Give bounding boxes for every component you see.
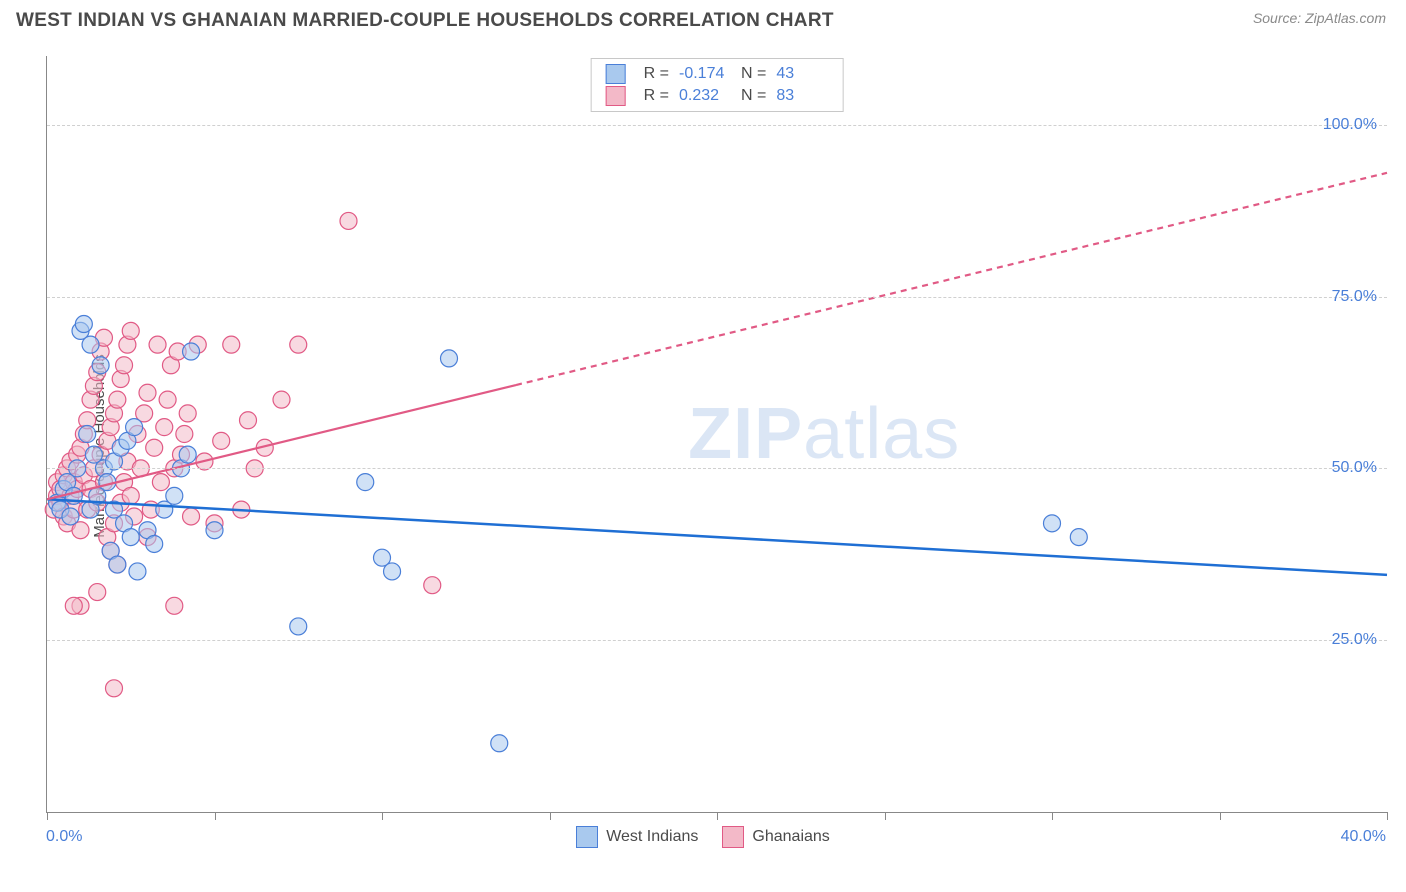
scatter-point (1070, 529, 1087, 546)
scatter-point (176, 426, 193, 443)
chart-svg (47, 56, 1387, 812)
source-attribution: Source: ZipAtlas.com (1253, 10, 1386, 26)
scatter-point (491, 735, 508, 752)
scatter-point (122, 487, 139, 504)
scatter-point (183, 343, 200, 360)
stat-n-value: 43 (776, 65, 828, 83)
x-tick (1220, 812, 1221, 820)
correlation-stats-box: R = -0.174 N = 43 R = 0.232 N = 83 (591, 58, 844, 112)
legend-swatch (606, 86, 626, 106)
stat-n-label: N = (741, 87, 766, 105)
x-tick (717, 812, 718, 820)
scatter-point (146, 535, 163, 552)
scatter-point (106, 680, 123, 697)
legend-swatch (606, 64, 626, 84)
legend-item: Ghanaians (722, 826, 829, 848)
scatter-point (139, 384, 156, 401)
legend-item: West Indians (576, 826, 698, 848)
scatter-point (149, 336, 166, 353)
scatter-point (290, 618, 307, 635)
stat-r-value: 0.232 (679, 87, 731, 105)
bottom-legend: West Indians Ghanaians (0, 826, 1406, 853)
x-tick (1387, 812, 1388, 820)
scatter-point (159, 391, 176, 408)
scatter-point (179, 405, 196, 422)
chart-title: WEST INDIAN VS GHANAIAN MARRIED-COUPLE H… (16, 10, 834, 32)
legend-swatch (576, 826, 598, 848)
scatter-point (126, 419, 143, 436)
scatter-point (290, 336, 307, 353)
gridline (47, 640, 1387, 641)
regression-line-solid (47, 499, 1387, 575)
scatter-point (79, 426, 96, 443)
scatter-point (122, 529, 139, 546)
scatter-point (122, 322, 139, 339)
y-tick-label: 50.0% (1332, 459, 1377, 477)
scatter-point (206, 522, 223, 539)
stat-row: R = -0.174 N = 43 (606, 63, 829, 85)
stat-r-label: R = (644, 65, 669, 83)
scatter-point (179, 446, 196, 463)
header: WEST INDIAN VS GHANAIAN MARRIED-COUPLE H… (0, 0, 1406, 32)
scatter-point (166, 487, 183, 504)
scatter-point (109, 391, 126, 408)
stat-r-label: R = (644, 87, 669, 105)
scatter-point (1044, 515, 1061, 532)
scatter-point (441, 350, 458, 367)
scatter-point (273, 391, 290, 408)
x-tick (885, 812, 886, 820)
scatter-point (240, 412, 257, 429)
scatter-point (109, 556, 126, 573)
legend-label: Ghanaians (752, 828, 829, 846)
y-tick-label: 100.0% (1323, 116, 1377, 134)
scatter-point (357, 474, 374, 491)
y-tick-label: 25.0% (1332, 631, 1377, 649)
gridline (47, 468, 1387, 469)
scatter-point (166, 597, 183, 614)
plot-area: ZIPatlas R =-0.174N =43R =0.232N =83 25.… (46, 56, 1387, 813)
gridline (47, 297, 1387, 298)
scatter-point (152, 474, 169, 491)
scatter-point (384, 563, 401, 580)
stat-row: R = 0.232 N = 83 (606, 85, 829, 107)
stat-n-value: 83 (776, 87, 828, 105)
x-tick (215, 812, 216, 820)
scatter-point (129, 563, 146, 580)
scatter-point (223, 336, 240, 353)
scatter-point (156, 419, 173, 436)
scatter-point (183, 508, 200, 525)
scatter-point (340, 212, 357, 229)
x-tick (550, 812, 551, 820)
scatter-point (92, 357, 109, 374)
y-tick-label: 75.0% (1332, 288, 1377, 306)
scatter-point (62, 508, 79, 525)
gridline (47, 125, 1387, 126)
scatter-point (75, 316, 92, 333)
x-tick (1052, 812, 1053, 820)
legend-swatch (722, 826, 744, 848)
scatter-point (213, 432, 230, 449)
scatter-point (116, 357, 133, 374)
scatter-point (89, 584, 106, 601)
scatter-point (424, 577, 441, 594)
scatter-point (82, 336, 99, 353)
scatter-point (146, 439, 163, 456)
x-tick (47, 812, 48, 820)
regression-line-dashed (516, 173, 1387, 385)
stat-r-value: -0.174 (679, 65, 731, 83)
stat-n-label: N = (741, 65, 766, 83)
legend-label: West Indians (606, 828, 698, 846)
x-tick (382, 812, 383, 820)
scatter-point (65, 597, 82, 614)
